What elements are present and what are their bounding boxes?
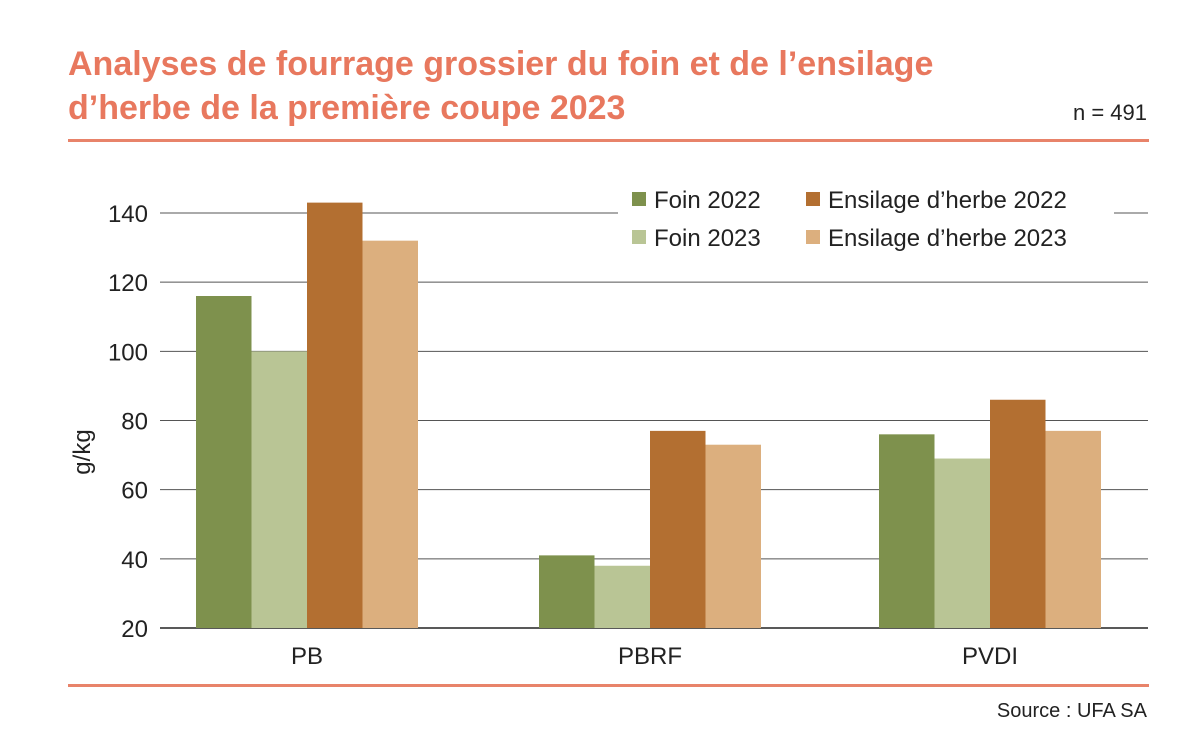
bottom-rule (68, 684, 1149, 687)
y-tick-label: 40 (121, 547, 148, 574)
legend-label: Foin 2023 (654, 225, 761, 252)
bar-pb-1 (196, 296, 252, 628)
bar-pvdi-1 (879, 434, 935, 628)
title-line-1: Analyses de fourrage grossier du foin et… (68, 45, 934, 83)
sample-size: n = 491 (1072, 100, 1147, 125)
x-tick-label: PB (291, 643, 323, 670)
y-tick-label: 120 (108, 270, 148, 297)
bar-pb-3 (307, 202, 363, 628)
legend-background (618, 182, 1114, 252)
legend-label: Ensilage d’herbe 2022 (828, 187, 1067, 214)
y-axis-label: g/kg (69, 429, 96, 474)
y-tick-label: 20 (121, 616, 148, 643)
bar-pvdi-3 (990, 399, 1046, 628)
source-note: Source : UFA SA (996, 700, 1147, 722)
bar-pvdi-4 (1045, 430, 1101, 628)
title-line-2: d’herbe de la première coupe 2023 (68, 89, 626, 127)
legend-swatch (806, 230, 820, 244)
legend-label: Foin 2022 (654, 187, 761, 214)
y-tick-label: 140 (108, 201, 148, 228)
bar-pbrf-3 (650, 430, 706, 628)
bar-pb-2 (251, 351, 307, 628)
bar-pbrf-1 (539, 555, 595, 628)
bar-pbrf-2 (594, 565, 650, 628)
legend-swatch (806, 192, 820, 206)
legend-swatch (632, 230, 646, 244)
chart-title: Analyses de fourrage grossier du foin et… (68, 42, 933, 130)
legend-label: Ensilage d’herbe 2023 (828, 225, 1067, 252)
bar-pvdi-2 (934, 458, 990, 628)
y-tick-label: 60 (121, 478, 148, 505)
bar-pbrf-4 (705, 444, 761, 628)
y-tick-label: 80 (121, 409, 148, 436)
y-tick-label: 100 (108, 339, 148, 366)
top-rule (68, 139, 1149, 142)
bar-pb-4 (362, 240, 418, 628)
legend-swatch (632, 192, 646, 206)
x-tick-label: PBRF (618, 643, 682, 670)
x-tick-label: PVDI (962, 643, 1018, 670)
